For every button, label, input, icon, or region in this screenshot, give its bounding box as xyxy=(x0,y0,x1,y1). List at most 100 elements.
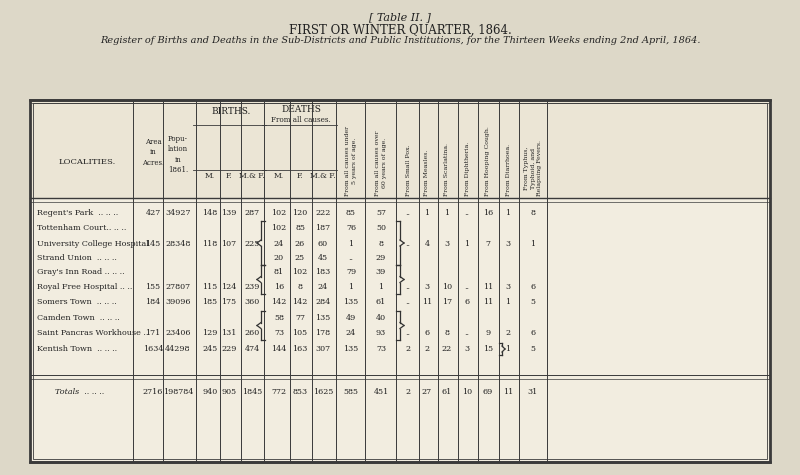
Text: 39: 39 xyxy=(376,268,386,276)
Text: ..: .. xyxy=(406,240,410,248)
Text: 26: 26 xyxy=(295,240,305,248)
Text: Popu-
lation
in
1861.: Popu- lation in 1861. xyxy=(168,135,188,174)
Text: 120: 120 xyxy=(292,209,308,217)
Text: 29: 29 xyxy=(376,254,386,262)
Text: 1: 1 xyxy=(530,240,535,248)
Text: 39096: 39096 xyxy=(166,298,190,306)
Text: 905: 905 xyxy=(222,388,237,396)
Text: M.: M. xyxy=(205,172,215,180)
Text: 85: 85 xyxy=(295,224,305,232)
Text: From Hooping Cough.: From Hooping Cough. xyxy=(486,126,490,196)
Text: 135: 135 xyxy=(343,345,358,353)
Text: 5: 5 xyxy=(530,298,535,306)
Text: 260: 260 xyxy=(244,329,260,337)
Text: 1: 1 xyxy=(425,209,430,217)
Text: 225: 225 xyxy=(244,240,260,248)
Text: 853: 853 xyxy=(293,388,307,396)
Text: 11: 11 xyxy=(422,298,432,306)
Text: 229: 229 xyxy=(222,345,237,353)
Text: 27807: 27807 xyxy=(166,283,190,291)
Text: 34927: 34927 xyxy=(166,209,190,217)
Text: 9: 9 xyxy=(486,329,490,337)
Text: 17: 17 xyxy=(442,298,452,306)
Text: 25: 25 xyxy=(295,254,305,262)
Text: 163: 163 xyxy=(292,345,308,353)
Text: 61: 61 xyxy=(442,388,452,396)
Text: 5: 5 xyxy=(530,345,535,353)
Text: 85: 85 xyxy=(346,209,356,217)
Text: 135: 135 xyxy=(343,298,358,306)
Text: 239: 239 xyxy=(244,283,260,291)
Text: BIRTHS.: BIRTHS. xyxy=(211,107,250,116)
Text: 93: 93 xyxy=(376,329,386,337)
Text: 183: 183 xyxy=(315,268,330,276)
Text: 10: 10 xyxy=(442,283,452,291)
Text: 16: 16 xyxy=(483,209,493,217)
Text: 73: 73 xyxy=(274,329,284,337)
Text: 145: 145 xyxy=(146,240,161,248)
Text: ..: .. xyxy=(349,254,354,262)
Text: 24: 24 xyxy=(346,329,356,337)
Text: 8: 8 xyxy=(530,209,535,217)
Text: 3: 3 xyxy=(465,345,470,353)
Text: 287: 287 xyxy=(245,209,259,217)
Text: 79: 79 xyxy=(346,268,356,276)
Text: 1: 1 xyxy=(506,345,510,353)
Text: 1634: 1634 xyxy=(142,345,163,353)
Text: ..: .. xyxy=(406,298,410,306)
Text: ..: .. xyxy=(465,283,470,291)
Text: 50: 50 xyxy=(376,224,386,232)
Text: From Typhus,
Typhoid, and
Relapsing Fevers.: From Typhus, Typhoid, and Relapsing Feve… xyxy=(524,140,542,196)
Text: Camden Town  .. .. ..: Camden Town .. .. .. xyxy=(37,314,120,322)
Text: 11: 11 xyxy=(503,388,513,396)
Text: 69: 69 xyxy=(483,388,493,396)
Text: Regent's Park  .. .. ..: Regent's Park .. .. .. xyxy=(37,209,118,217)
Text: Gray's Inn Road .. .. ..: Gray's Inn Road .. .. .. xyxy=(37,268,125,276)
Text: 1: 1 xyxy=(506,298,510,306)
Text: Totals  .. .. ..: Totals .. .. .. xyxy=(55,388,104,396)
Text: ..: .. xyxy=(465,209,470,217)
Text: 245: 245 xyxy=(202,345,218,353)
Text: 2716: 2716 xyxy=(143,388,163,396)
Text: 27: 27 xyxy=(422,388,432,396)
Text: 198784: 198784 xyxy=(163,388,193,396)
Text: 2: 2 xyxy=(506,329,510,337)
Text: 8: 8 xyxy=(298,283,302,291)
Text: 1: 1 xyxy=(349,283,354,291)
Text: From all causes over
60 years of age.: From all causes over 60 years of age. xyxy=(375,131,386,196)
Text: 144: 144 xyxy=(271,345,286,353)
Text: M.: M. xyxy=(274,172,284,180)
Text: 185: 185 xyxy=(202,298,218,306)
Text: 427: 427 xyxy=(146,209,161,217)
Text: 81: 81 xyxy=(274,268,284,276)
Text: 61: 61 xyxy=(376,298,386,306)
Text: 11: 11 xyxy=(483,283,493,291)
Text: 142: 142 xyxy=(271,298,286,306)
Text: 585: 585 xyxy=(343,388,358,396)
Text: ..: .. xyxy=(406,283,410,291)
Text: [ Table II. ]: [ Table II. ] xyxy=(369,12,431,22)
Text: 3: 3 xyxy=(445,240,450,248)
Text: 15: 15 xyxy=(483,345,493,353)
Text: 24: 24 xyxy=(274,240,284,248)
Text: 142: 142 xyxy=(292,298,308,306)
Text: Kentish Town  .. .. ..: Kentish Town .. .. .. xyxy=(37,345,117,353)
Text: University College Hospital: University College Hospital xyxy=(37,240,149,248)
Text: 284: 284 xyxy=(315,298,330,306)
Text: 1625: 1625 xyxy=(313,388,333,396)
Text: 175: 175 xyxy=(222,298,237,306)
Text: 135: 135 xyxy=(315,314,330,322)
Text: From Small Pox.: From Small Pox. xyxy=(406,144,410,196)
Text: 187: 187 xyxy=(315,224,330,232)
Text: 102: 102 xyxy=(292,268,308,276)
Text: 16: 16 xyxy=(274,283,284,291)
Text: From all causes under
5 years of age.: From all causes under 5 years of age. xyxy=(346,126,357,196)
Text: 24: 24 xyxy=(318,283,328,291)
Text: 6: 6 xyxy=(530,329,535,337)
Text: 1: 1 xyxy=(465,240,470,248)
Text: FIRST OR WINTER QUARTER, 1864.: FIRST OR WINTER QUARTER, 1864. xyxy=(289,24,511,37)
Text: 2: 2 xyxy=(406,345,410,353)
Text: 1: 1 xyxy=(378,283,383,291)
Text: 3: 3 xyxy=(425,283,430,291)
Text: 6: 6 xyxy=(465,298,470,306)
